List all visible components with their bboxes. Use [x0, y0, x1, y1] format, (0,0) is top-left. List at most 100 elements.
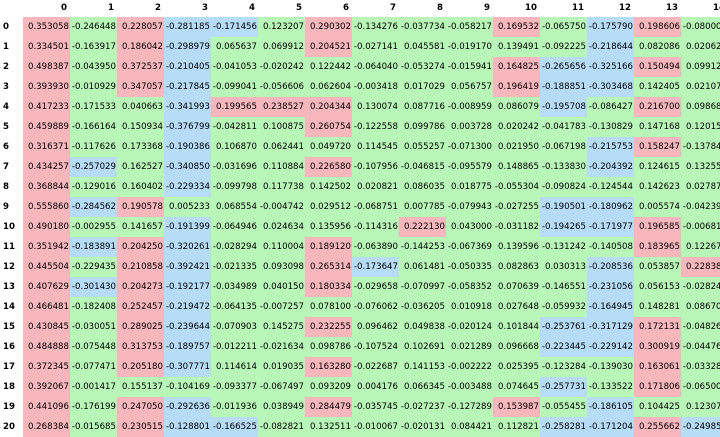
column-header-5: 5: [296, 3, 302, 13]
data-cell: 0.232255: [305, 317, 352, 337]
data-cell: -0.218644: [587, 37, 634, 57]
data-cell: -0.239644: [164, 317, 211, 337]
data-cell: -0.020242: [258, 57, 305, 77]
data-cell: 0.164825: [493, 57, 540, 77]
data-cell: 0.062441: [258, 137, 305, 157]
data-cell: -0.010929: [70, 77, 117, 97]
data-cell: 0.186042: [117, 37, 164, 57]
data-cell: -0.050335: [446, 257, 493, 277]
data-cell: 0.055257: [399, 137, 446, 157]
data-cell: 0.417233: [23, 97, 70, 117]
table-row: 3 0.393930 -0.010929 0.347057 -0.217845 -0.09…: [0, 77, 720, 97]
data-cell: -0.082821: [258, 417, 305, 437]
data-cell: 0.163061: [634, 357, 681, 377]
data-cell: -0.137840: [681, 137, 720, 157]
data-cell: 0.198606: [634, 17, 681, 37]
data-cell: 0.228380: [681, 257, 720, 277]
data-cell: -0.015941: [446, 57, 493, 77]
data-cell: -0.195708: [540, 97, 587, 117]
data-cell: 0.334501: [23, 37, 70, 57]
data-cell: -0.114316: [352, 217, 399, 237]
table-row: 17 0.372345 -0.077471 0.205180 -0.307771 0.11…: [0, 357, 720, 377]
data-cell: 0.130074: [352, 97, 399, 117]
data-cell: -0.171977: [587, 217, 634, 237]
data-cell: 0.120150: [681, 117, 720, 137]
row-index-label: 17: [3, 362, 15, 372]
data-cell: 0.289025: [117, 317, 164, 337]
data-cell: 0.025395: [493, 357, 540, 377]
data-cell: 0.434257: [23, 157, 70, 177]
data-cell: 0.084421: [446, 417, 493, 437]
data-cell: -0.146551: [540, 277, 587, 297]
data-cell: -0.002955: [70, 217, 117, 237]
data-cell: -0.033280: [681, 357, 720, 377]
data-cell: 0.045581: [399, 37, 446, 57]
data-cell: -0.317129: [587, 317, 634, 337]
table-row: 13 0.407629 -0.301430 0.204273 -0.192177 -0.0…: [0, 277, 720, 297]
data-cell: -0.171456: [211, 17, 258, 37]
table-row: 4 0.417233 -0.171533 0.040663 -0.341993 0.199…: [0, 97, 720, 117]
table-row: 1 0.334501 -0.163917 0.186042 -0.298979 0.065…: [0, 37, 720, 57]
data-cell: 0.019035: [258, 357, 305, 377]
data-cell: 0.043000: [446, 217, 493, 237]
data-cell: -0.028240: [681, 277, 720, 297]
column-header-2: 2: [155, 3, 161, 13]
data-cell: 0.148281: [634, 297, 681, 317]
data-cell: -0.068751: [352, 197, 399, 217]
data-cell: 0.173368: [117, 137, 164, 157]
row-index-label: 15: [3, 322, 15, 332]
data-cell: 0.024634: [258, 217, 305, 237]
row-index-label: 13: [3, 282, 15, 292]
data-cell: -0.166525: [211, 417, 258, 437]
data-cell: 0.445504: [23, 257, 70, 277]
data-cell: 0.086079: [493, 97, 540, 117]
data-cell: -0.307771: [164, 357, 211, 377]
data-cell: 0.190578: [117, 197, 164, 217]
data-cell: 0.070639: [493, 277, 540, 297]
data-cell: 0.114614: [211, 357, 258, 377]
data-cell: 0.252457: [117, 297, 164, 317]
data-cell: 0.029512: [305, 197, 352, 217]
data-cell: 0.100875: [258, 117, 305, 137]
data-cell: 0.204250: [117, 237, 164, 257]
row-index-label: 0: [3, 22, 9, 32]
data-cell: -0.183891: [70, 237, 117, 257]
data-cell: -0.034989: [211, 277, 258, 297]
data-cell: 0.228057: [117, 17, 164, 37]
data-cell: -0.021634: [258, 337, 305, 357]
data-cell: -0.189757: [164, 337, 211, 357]
data-cell: 0.056757: [446, 77, 493, 97]
data-cell: -0.012211: [211, 337, 258, 357]
row-index-label: 14: [3, 302, 15, 312]
data-cell: -0.095579: [446, 157, 493, 177]
data-cell: -0.301430: [70, 277, 117, 297]
data-cell: 0.147168: [634, 117, 681, 137]
data-cell: 0.132550: [681, 157, 720, 177]
data-cell: -0.340850: [164, 157, 211, 177]
data-cell: 0.158247: [634, 137, 681, 157]
data-cell: 0.040663: [117, 97, 164, 117]
table-body: 0 0.353058 -0.246448 0.228057 -0.281185 -0.17…: [0, 17, 720, 437]
data-cell: 0.017029: [399, 77, 446, 97]
data-cell: 0.163280: [305, 357, 352, 377]
data-cell: -0.048260: [681, 317, 720, 337]
data-cell: 0.247050: [117, 397, 164, 417]
data-cell: -0.006810: [681, 217, 720, 237]
data-cell: 0.204344: [305, 97, 352, 117]
data-cell: 0.053857: [634, 257, 681, 277]
data-cell: 0.007785: [399, 197, 446, 217]
data-cell: -0.093377: [211, 377, 258, 397]
row-index-label: 3: [3, 82, 9, 92]
data-cell: -0.076062: [352, 297, 399, 317]
data-cell: 0.162527: [117, 157, 164, 177]
data-cell: -0.171533: [70, 97, 117, 117]
data-cell: -0.064946: [211, 217, 258, 237]
data-cell: -0.044760: [681, 337, 720, 357]
table-row: 9 0.555860 -0.284562 0.190578 0.005233 0.0685…: [0, 197, 720, 217]
data-cell: -0.257731: [540, 377, 587, 397]
data-cell: -0.292636: [164, 397, 211, 417]
data-cell: -0.028294: [211, 237, 258, 257]
data-cell: -0.003488: [446, 377, 493, 397]
data-cell: -0.079943: [446, 197, 493, 217]
data-cell: 0.123207: [258, 17, 305, 37]
